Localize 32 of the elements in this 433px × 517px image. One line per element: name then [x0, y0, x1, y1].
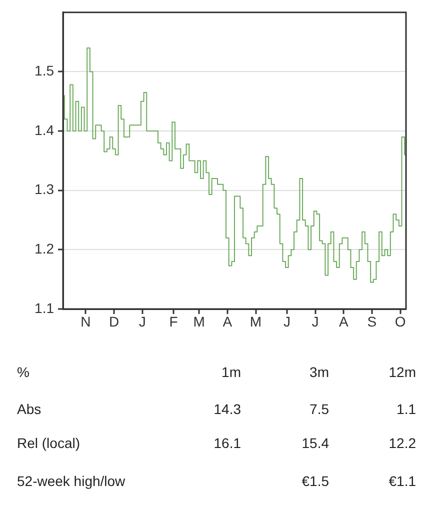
text: 1.1: [396, 401, 416, 417]
text: 7.5: [310, 401, 329, 417]
text: 52-week high/low: [17, 473, 126, 489]
x-tick-label: M: [250, 313, 262, 330]
x-tick-label: N: [80, 313, 91, 330]
x-tick-label: M: [193, 313, 205, 330]
text: 15.4: [302, 435, 329, 451]
x-tick-label: J: [283, 313, 290, 330]
x-tick-label: O: [394, 313, 406, 330]
y-tick-label: 1.1: [34, 300, 54, 316]
text: %: [17, 364, 30, 380]
text: 3m: [310, 364, 329, 380]
y-tick-label: 1.2: [34, 240, 54, 257]
x-tick-label: J: [312, 313, 319, 330]
y-tick-label: 1.4: [34, 122, 54, 138]
text: Rel (local): [17, 435, 80, 451]
x-tick-label: F: [169, 313, 178, 330]
text: 16.1: [214, 435, 241, 451]
x-tick-label: A: [338, 313, 349, 330]
text: 12.2: [388, 435, 416, 451]
text: €1.5: [302, 473, 329, 489]
text: 14.3: [214, 401, 241, 417]
text: 12m: [388, 364, 416, 380]
y-tick-label: 1.5: [34, 62, 54, 79]
x-tick-label: A: [222, 313, 233, 330]
text: €1.1: [388, 473, 416, 489]
text: 1m: [222, 364, 241, 380]
x-tick-label: D: [108, 313, 120, 330]
text: Abs: [17, 401, 42, 417]
y-tick-label: 1.3: [34, 181, 54, 198]
x-tick-label: J: [138, 313, 146, 330]
x-tick-label: S: [367, 313, 377, 330]
